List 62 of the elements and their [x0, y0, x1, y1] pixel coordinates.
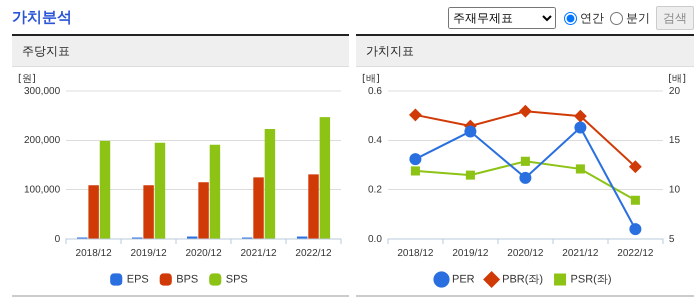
bar — [264, 128, 276, 238]
point — [576, 164, 585, 174]
chart-title: 주당지표 — [12, 36, 349, 67]
legend-label: PSR(좌) — [570, 274, 612, 286]
point — [574, 110, 586, 122]
x-tick-label: 2021/12 — [240, 248, 278, 259]
dropdown: 주재무제표 — [448, 7, 556, 29]
legend-label: PER — [452, 274, 475, 286]
point — [410, 166, 420, 176]
y2-tick-label: 15 — [668, 135, 680, 146]
button: 검색 — [656, 6, 694, 30]
y-tick-label: 0 — [54, 234, 61, 245]
x-tick-label: 2018/12 — [397, 248, 434, 259]
y-tick-label: 100,000 — [24, 184, 61, 196]
y2-tick-label: 20 — [668, 86, 680, 97]
text: 가치분석 — [12, 8, 72, 27]
point — [409, 108, 422, 121]
chart-title: 가치지표 — [356, 36, 694, 67]
bar — [320, 117, 330, 238]
point — [464, 125, 476, 138]
bar — [253, 177, 264, 238]
point — [519, 172, 532, 184]
bar — [210, 144, 220, 238]
bar — [100, 140, 110, 238]
y-tick-label: 0.4 — [368, 135, 382, 146]
x-tick-label: 2020/12 — [507, 248, 544, 259]
y2-axis-title: [배] — [668, 74, 686, 85]
bar — [308, 174, 319, 238]
x-tick-label: 2019/12 — [452, 248, 489, 259]
point — [629, 223, 642, 236]
y-tick-label: 200,000 — [24, 135, 61, 146]
legend-label: PBR(좌) — [502, 274, 544, 286]
y-tick-label: 0.2 — [368, 184, 382, 196]
y-tick-label: 300,000 — [24, 86, 61, 97]
legend-label: SPS — [226, 274, 248, 286]
point — [466, 170, 475, 180]
point — [520, 156, 530, 166]
x-tick-label: 2020/12 — [185, 248, 222, 259]
point — [409, 153, 422, 166]
y2-tick-label: 10 — [668, 184, 680, 196]
text: 연간 — [579, 10, 604, 26]
bar — [198, 182, 209, 238]
y-axis-title: [배] — [362, 74, 380, 85]
y-tick-label: 0.6 — [368, 86, 382, 97]
x-tick-label: 2022/12 — [295, 248, 332, 259]
x-tick-label: 2022/12 — [617, 248, 654, 259]
bar — [88, 185, 99, 238]
legend-label: EPS — [126, 274, 149, 286]
bar — [154, 142, 166, 238]
point — [574, 122, 586, 134]
x-tick-label: 2021/12 — [562, 248, 599, 259]
y2-tick-label: 5 — [668, 234, 675, 245]
point — [629, 160, 642, 173]
y-axis-title: [원] — [18, 74, 36, 85]
point — [630, 196, 640, 205]
point — [519, 105, 532, 118]
y-tick-label: 0.0 — [368, 234, 382, 245]
legend-label: BPS — [176, 274, 198, 286]
bar — [143, 185, 154, 238]
x-tick-label: 2019/12 — [130, 248, 168, 259]
x-tick-label: 2018/12 — [76, 248, 112, 259]
text: 분기 — [625, 10, 650, 26]
